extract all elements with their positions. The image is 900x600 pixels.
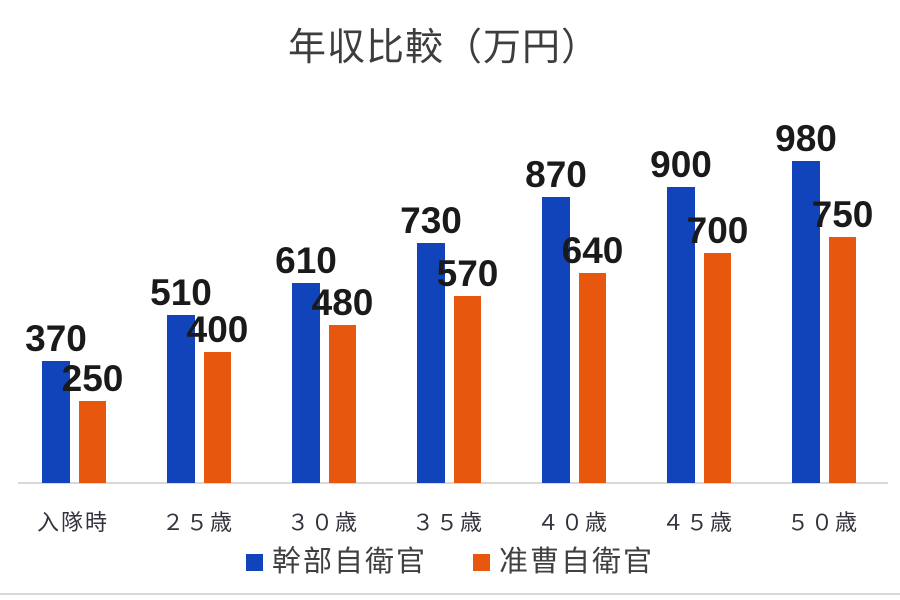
x-tick-2: ３０歳 — [286, 510, 359, 535]
x-tick-1: ２５歳 — [161, 510, 234, 535]
bar-series-0-cat-3 — [417, 243, 445, 483]
bar-series-1-cat-2 — [329, 325, 356, 483]
legend: 幹部自衛官 准曹自衛官 — [0, 545, 900, 581]
data-label-series-0-cat-5: 900 — [650, 144, 712, 185]
data-label-series-0-cat-6: 980 — [775, 118, 837, 159]
x-tick-0: 入隊時 — [36, 510, 109, 535]
legend-item-0: 幹部自衛官 — [245, 546, 427, 579]
bar-series-1-cat-4 — [579, 273, 606, 483]
data-label-series-0-cat-2: 610 — [275, 240, 337, 281]
data-label-series-0-cat-1: 510 — [150, 272, 212, 313]
data-label-series-1-cat-3: 570 — [436, 253, 499, 294]
legend-swatch-icon — [473, 554, 490, 572]
data-label-series-1-cat-6: 750 — [811, 194, 874, 235]
data-label-series-1-cat-1: 400 — [186, 309, 249, 350]
chart-title: 年収比較（万円） — [287, 27, 600, 69]
x-tick-4: ４０歳 — [536, 510, 609, 535]
bar-series-1-cat-3 — [454, 296, 481, 483]
data-label-series-0-cat-4: 870 — [525, 154, 587, 195]
bar-series-1-cat-5 — [704, 253, 731, 483]
bar-series-1-cat-1 — [204, 352, 231, 483]
x-tick-5: ４５歳 — [661, 510, 734, 535]
data-label-series-0-cat-3: 730 — [400, 200, 462, 241]
x-axis-line — [18, 482, 888, 484]
bar-series-1-cat-6 — [829, 237, 856, 483]
legend-swatch-icon — [245, 554, 263, 572]
legend-item-1: 准曹自衛官 — [473, 546, 655, 579]
x-tick-3: ３５歳 — [411, 510, 484, 535]
bar-series-0-cat-2 — [292, 283, 320, 483]
data-label-series-1-cat-0: 250 — [61, 358, 124, 399]
x-tick-6: ５０歳 — [786, 510, 859, 535]
legend-label-1: 准曹自衛官 — [499, 546, 655, 579]
legend-label-0: 幹部自衛官 — [271, 546, 427, 579]
bar-series-0-cat-0 — [42, 361, 70, 483]
data-label-series-1-cat-2: 480 — [311, 282, 374, 323]
bar-series-1-cat-0 — [79, 401, 106, 483]
bar-series-0-cat-6 — [792, 161, 820, 483]
page-bottom-rule — [0, 593, 900, 595]
data-label-series-1-cat-4: 640 — [561, 230, 624, 271]
data-label-series-0-cat-0: 370 — [25, 318, 87, 359]
bar-series-0-cat-5 — [667, 187, 695, 483]
bar-series-0-cat-4 — [542, 197, 570, 483]
data-label-series-1-cat-5: 700 — [686, 210, 749, 251]
bar-series-0-cat-1 — [167, 315, 195, 483]
